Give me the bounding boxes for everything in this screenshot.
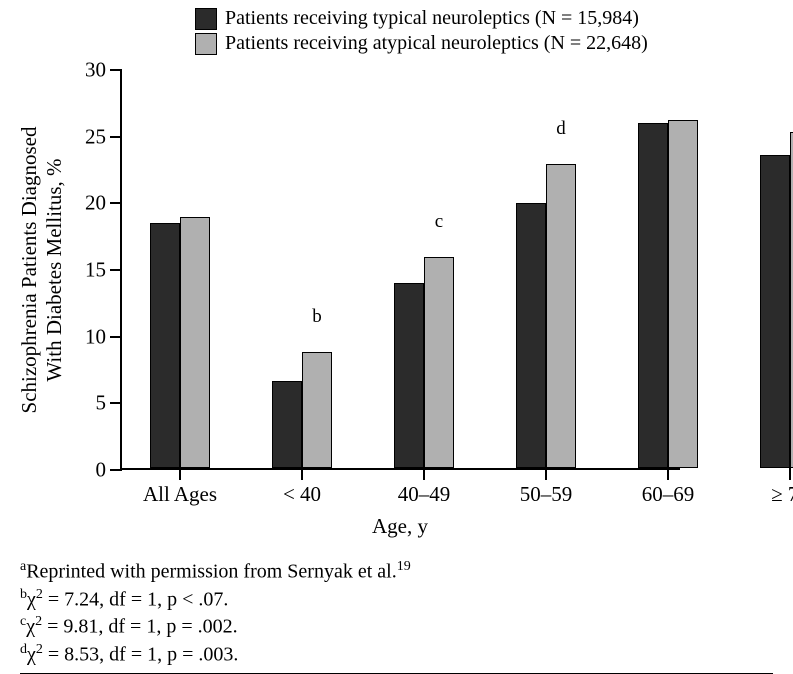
footnote-rule — [20, 673, 773, 674]
bar-atypical — [424, 257, 454, 468]
y-tick-label: 0 — [96, 458, 123, 483]
legend-label: Patients receiving atypical neuroleptics… — [225, 31, 648, 56]
bar-atypical — [302, 352, 332, 468]
bar-atypical — [546, 164, 576, 468]
bar-typical — [760, 155, 790, 468]
y-axis-title: Schizophrenia Patients DiagnosedWith Dia… — [17, 127, 67, 414]
y-tick-label: 15 — [85, 258, 122, 283]
bar-typical — [394, 283, 424, 468]
bar-typical — [272, 381, 302, 468]
bar-atypical — [180, 217, 210, 468]
y-tick-label: 25 — [85, 124, 122, 149]
bar-atypical — [668, 120, 698, 468]
x-tick-label: ≥ 70 — [771, 468, 793, 507]
legend-item: Patients receiving atypical neuroleptics… — [195, 31, 648, 56]
footnote-line: aReprinted with permission from Sernyak … — [20, 558, 773, 586]
x-axis-title: Age, y — [372, 514, 428, 539]
footnote-line: bχ2 = 7.24, df = 1, p < .07. — [20, 586, 773, 614]
bar-typical — [638, 123, 668, 468]
x-tick-label: 40–49 — [398, 468, 451, 507]
x-tick-label: < 40 — [283, 468, 321, 507]
y-tick-label: 30 — [85, 58, 122, 83]
footnotes: aReprinted with permission from Sernyak … — [20, 558, 773, 674]
legend-item: Patients receiving typical neuroleptics … — [195, 6, 648, 31]
plot-area: 051015202530All Ages< 4040–4950–5960–69≥… — [120, 70, 680, 470]
bar-annotation: b — [312, 306, 322, 328]
legend-label: Patients receiving typical neuroleptics … — [225, 6, 639, 31]
x-tick-label: All Ages — [143, 468, 217, 507]
legend-swatch — [195, 8, 217, 30]
bar-annotation: d — [556, 118, 566, 140]
x-tick-label: 60–69 — [642, 468, 695, 507]
footnote-line: cχ2 = 9.81, df = 1, p = .002. — [20, 613, 773, 641]
legend: Patients receiving typical neuroleptics … — [195, 6, 648, 56]
y-tick-label: 5 — [96, 391, 123, 416]
legend-swatch — [195, 33, 217, 55]
bar-typical — [150, 223, 180, 468]
chart-container: Patients receiving typical neuroleptics … — [0, 0, 793, 670]
footnote-line: dχ2 = 8.53, df = 1, p = .003. — [20, 641, 773, 669]
x-tick-label: 50–59 — [520, 468, 573, 507]
y-tick-label: 20 — [85, 191, 122, 216]
y-tick-label: 10 — [85, 324, 122, 349]
bar-annotation: c — [435, 211, 443, 233]
bar-typical — [516, 203, 546, 468]
